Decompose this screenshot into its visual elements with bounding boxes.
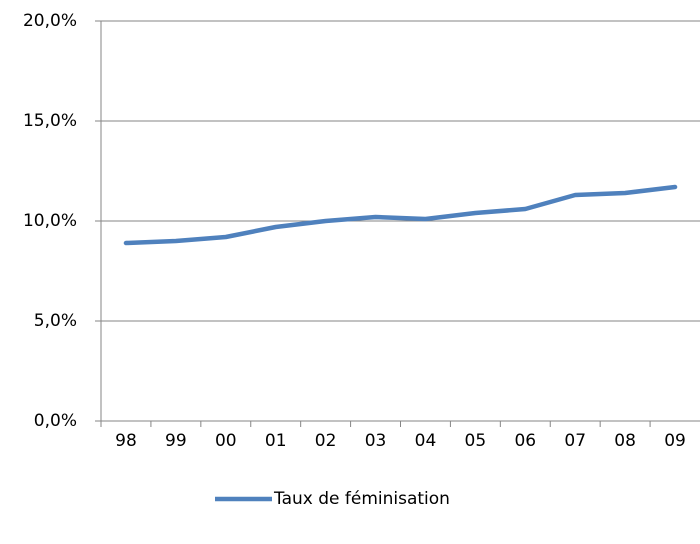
x-tick-label: 03 [365, 431, 387, 451]
x-tick-label: 07 [564, 431, 586, 451]
y-tick-label: 20,0% [23, 11, 77, 31]
x-tick-label: 02 [315, 431, 337, 451]
x-tick-label: 09 [664, 431, 686, 451]
x-tick-label: 01 [265, 431, 287, 451]
legend-label: Taux de féminisation [273, 489, 450, 509]
x-tick-label: 04 [415, 431, 437, 451]
x-tick-label: 00 [215, 431, 237, 451]
x-tick-label: 08 [614, 431, 636, 451]
y-tick-label: 5,0% [34, 311, 77, 331]
x-tick-label: 05 [465, 431, 487, 451]
data-line [123, 184, 678, 246]
x-tick-label: 98 [115, 431, 137, 451]
y-tick-label: 15,0% [23, 111, 77, 131]
x-tick-label: 99 [165, 431, 187, 451]
x-tick-label: 06 [514, 431, 536, 451]
y-tick-label: 10,0% [23, 211, 77, 231]
y-tick-label: 0,0% [34, 411, 77, 431]
